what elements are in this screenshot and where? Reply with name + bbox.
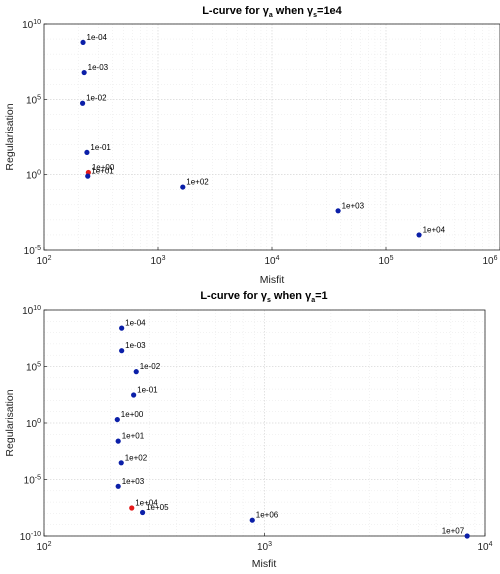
point-label: 1e+02 — [125, 453, 148, 462]
y-tick-label: 10-10 — [20, 531, 41, 543]
point-label: 1e+00 — [92, 163, 115, 172]
x-tick-label: 105 — [378, 255, 393, 267]
chart-bottom-title: L-curve for γs when γa=1 — [200, 290, 327, 304]
y-tick-label: 1010 — [22, 305, 41, 317]
point-label: 1e+05 — [146, 503, 169, 512]
chart-top: L-curve for γa when γs=1e4 102 103 104 105 1… — [4, 5, 500, 286]
point-label: 1e+01 — [91, 167, 114, 176]
x-tick-label: 104 — [264, 255, 279, 267]
chart-top-plot-frame — [43, 23, 500, 251]
data-point — [115, 438, 121, 444]
data-point — [119, 348, 125, 354]
data-point — [118, 460, 124, 466]
chart-top-grid — [43, 23, 500, 251]
point-label: 1e+03 — [122, 477, 145, 486]
chart-bottom-ticks: 102 103 104 10-10 10-5 100 105 1010 — [20, 305, 493, 553]
x-tick-label: 102 — [36, 255, 51, 267]
x-tick-label: 106 — [482, 255, 497, 267]
data-point — [80, 39, 86, 46]
point-label: 1e-04 — [87, 33, 108, 42]
y-tick-label: 100 — [26, 170, 41, 182]
data-point — [114, 416, 120, 423]
data-point — [119, 325, 125, 331]
point-label: 1e+04 — [135, 499, 158, 508]
data-point — [464, 533, 470, 539]
chart-bottom-plot-frame — [43, 309, 486, 537]
data-point — [81, 69, 87, 76]
data-point — [84, 149, 90, 156]
data-point — [180, 184, 186, 190]
data-point — [85, 173, 91, 179]
chart-top-x-axis-label: Misfit — [260, 274, 285, 286]
data-point — [249, 517, 255, 523]
y-tick-label: 10-5 — [24, 475, 41, 487]
data-point — [131, 392, 137, 398]
data-point — [416, 232, 422, 238]
y-tick-label: 10-5 — [24, 245, 41, 257]
point-label: 1e-01 — [137, 386, 158, 395]
point-label: 1e+07 — [442, 527, 465, 536]
point-label: 1e+01 — [122, 432, 145, 441]
point-label: 1e-02 — [140, 362, 161, 371]
point-label: 1e-02 — [86, 94, 107, 103]
data-point — [335, 208, 341, 214]
x-tick-label: 104 — [477, 541, 492, 553]
point-label: 1e-03 — [88, 63, 109, 72]
chart-bottom-y-axis-label: Regularisation — [4, 389, 16, 456]
point-label: 1e-04 — [125, 319, 146, 328]
chart-bottom-grid — [43, 309, 486, 537]
chart-bottom: L-curve for γs when γa=1 102 103 10410-101… — [4, 290, 493, 570]
data-point — [139, 509, 146, 516]
y-tick-label: 1010 — [22, 19, 41, 31]
x-tick-label: 103 — [150, 255, 165, 267]
point-label: 1e+00 — [121, 410, 144, 419]
point-label: 1e+06 — [256, 511, 279, 520]
point-label: 1e-01 — [90, 143, 111, 152]
chart-top-title: L-curve for γa when γs=1e4 — [202, 5, 342, 19]
point-label: 1e+02 — [186, 178, 209, 187]
data-point — [115, 483, 121, 489]
y-tick-label: 105 — [26, 94, 41, 106]
point-label: 1e+04 — [423, 225, 446, 234]
chart-top-y-axis-label: Regularisation — [4, 103, 16, 170]
chart-bottom-x-axis-label: Misfit — [252, 558, 277, 570]
data-point — [79, 100, 86, 106]
highlight-point — [129, 505, 135, 511]
x-tick-label: 103 — [257, 541, 272, 553]
y-tick-label: 105 — [26, 362, 41, 374]
y-tick-label: 100 — [26, 418, 41, 430]
data-point — [133, 369, 139, 375]
x-tick-label: 102 — [36, 541, 51, 553]
point-label: 1e-03 — [125, 341, 146, 350]
chart-bottom-points: 1e-04 1e-03 1e-02 1e-01 1e+00 1e+01 1e+02 1e+03… — [114, 319, 470, 539]
point-label: 1e+03 — [342, 201, 365, 210]
